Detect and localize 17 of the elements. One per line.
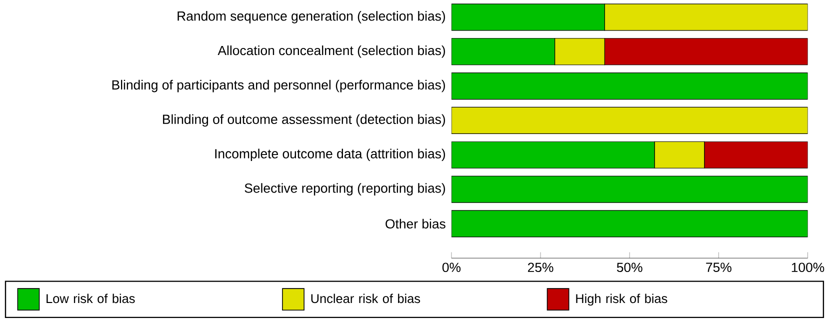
y-tick-label: Other bias bbox=[386, 219, 446, 229]
x-tick-label: 25% bbox=[528, 262, 554, 272]
y-tick-label: Incomplete outcome data (attrition bias) bbox=[215, 148, 446, 162]
x-tick-label: 0% bbox=[442, 262, 461, 272]
legend-label: Unclear risk of bias bbox=[311, 294, 420, 304]
x-tick-label: 50% bbox=[616, 262, 642, 272]
bar bbox=[451, 210, 808, 238]
legend-label: High risk of bias bbox=[576, 294, 668, 306]
y-tick-label: Blinding of outcome assessment (detection bias) bbox=[163, 114, 446, 127]
legend-label: Low risk of bias bbox=[46, 294, 135, 304]
y-tick-label: Blinding of participants and personnel (performance bias) bbox=[112, 80, 445, 92]
y-tick-label: Selective reporting (reporting bias) bbox=[244, 183, 446, 196]
y-tick-label: Allocation concealment (selection bias) bbox=[218, 46, 446, 58]
x-tick-label: 100% bbox=[792, 262, 824, 272]
y-tick-label: Random sequence generation (selection bias) bbox=[178, 11, 445, 24]
x-tick-label: 75% bbox=[706, 262, 732, 272]
bar bbox=[451, 176, 808, 203]
